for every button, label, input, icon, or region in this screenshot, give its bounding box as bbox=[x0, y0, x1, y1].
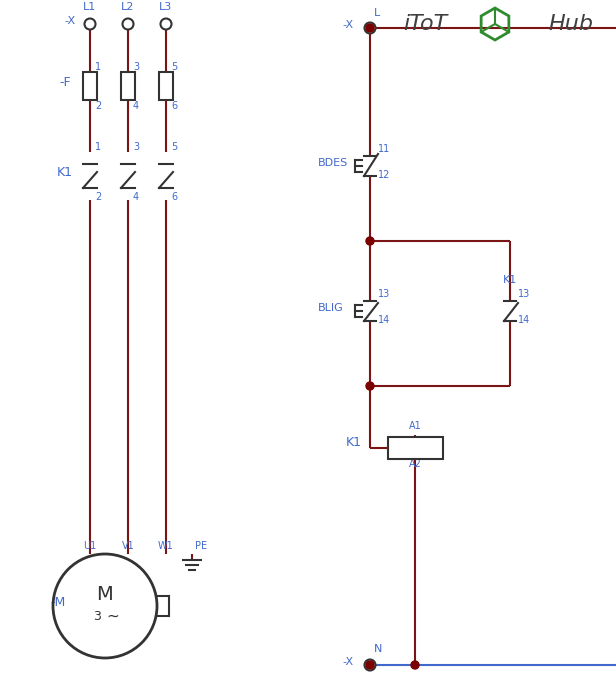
Text: L2: L2 bbox=[121, 2, 135, 12]
Text: iToT: iToT bbox=[403, 14, 447, 34]
Text: PE: PE bbox=[195, 541, 207, 551]
Text: 6: 6 bbox=[171, 192, 177, 202]
Text: 6: 6 bbox=[171, 101, 177, 111]
Text: 5: 5 bbox=[171, 62, 177, 72]
Text: 1: 1 bbox=[95, 142, 101, 152]
Text: -X: -X bbox=[342, 20, 354, 30]
Text: M: M bbox=[97, 585, 113, 603]
Text: -X: -X bbox=[342, 657, 354, 667]
Text: A1: A1 bbox=[408, 421, 421, 431]
Bar bbox=[121, 72, 135, 100]
Text: -X: -X bbox=[65, 16, 76, 26]
Text: Hub: Hub bbox=[548, 14, 593, 34]
Text: 14: 14 bbox=[378, 315, 391, 325]
Text: 11: 11 bbox=[378, 144, 391, 154]
Text: BDES: BDES bbox=[318, 158, 348, 168]
Text: 3: 3 bbox=[93, 610, 101, 622]
Text: 2: 2 bbox=[95, 101, 101, 111]
Text: U1: U1 bbox=[83, 541, 97, 551]
Text: -M: -M bbox=[51, 596, 66, 609]
Text: 12: 12 bbox=[378, 170, 391, 180]
Text: L1: L1 bbox=[83, 2, 97, 12]
Text: 13: 13 bbox=[378, 289, 391, 299]
Text: K1: K1 bbox=[57, 166, 73, 179]
Text: 14: 14 bbox=[518, 315, 530, 325]
Text: W1: W1 bbox=[158, 541, 174, 551]
Text: ~: ~ bbox=[107, 608, 120, 624]
Text: V1: V1 bbox=[121, 541, 134, 551]
Text: K1: K1 bbox=[346, 436, 362, 449]
Circle shape bbox=[411, 661, 419, 669]
Circle shape bbox=[84, 19, 95, 29]
Circle shape bbox=[161, 19, 171, 29]
Text: K1: K1 bbox=[503, 275, 517, 285]
Circle shape bbox=[123, 19, 134, 29]
Text: 4: 4 bbox=[133, 192, 139, 202]
Text: A2: A2 bbox=[408, 459, 421, 469]
Text: L: L bbox=[374, 8, 380, 18]
Circle shape bbox=[366, 382, 374, 390]
Text: BLIG: BLIG bbox=[318, 303, 344, 313]
Text: 3: 3 bbox=[133, 62, 139, 72]
Circle shape bbox=[365, 22, 376, 33]
Bar bbox=[83, 72, 97, 100]
Text: 3: 3 bbox=[133, 142, 139, 152]
Text: L3: L3 bbox=[160, 2, 172, 12]
Circle shape bbox=[366, 24, 374, 32]
Bar bbox=[159, 72, 173, 100]
Circle shape bbox=[366, 661, 374, 669]
Text: N: N bbox=[374, 644, 383, 654]
Text: 4: 4 bbox=[133, 101, 139, 111]
Circle shape bbox=[365, 660, 376, 670]
Text: 1: 1 bbox=[95, 62, 101, 72]
Text: 2: 2 bbox=[95, 192, 101, 202]
Text: -F: -F bbox=[59, 76, 71, 89]
Bar bbox=[387, 437, 442, 459]
Text: 13: 13 bbox=[518, 289, 530, 299]
Text: 5: 5 bbox=[171, 142, 177, 152]
Circle shape bbox=[366, 237, 374, 245]
